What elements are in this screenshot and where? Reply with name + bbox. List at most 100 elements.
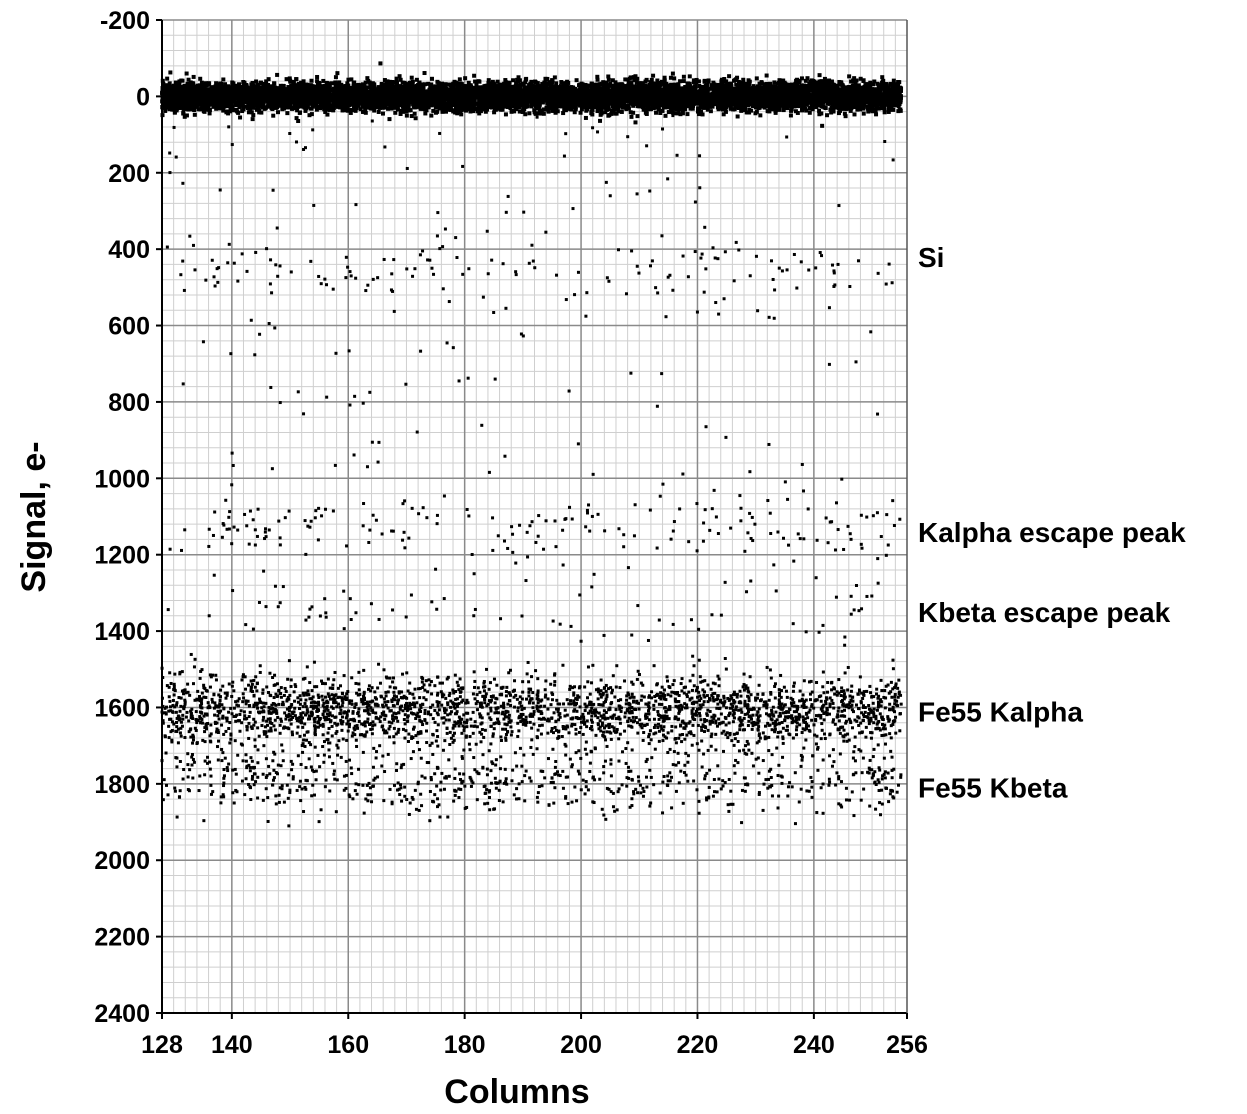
data-point (409, 75, 414, 80)
data-point (626, 81, 631, 86)
data-point (619, 109, 624, 114)
data-point (584, 105, 589, 110)
data-point (363, 110, 368, 115)
data-point (870, 103, 875, 108)
data-point (578, 110, 583, 115)
data-point (436, 81, 441, 86)
data-point (455, 87, 460, 92)
data-point (672, 111, 677, 116)
data-point (677, 107, 682, 112)
data-point (589, 81, 594, 86)
data-point (656, 105, 661, 110)
data-point (365, 76, 370, 81)
data-point (685, 112, 690, 117)
data-point (200, 104, 205, 109)
data-point (764, 73, 769, 78)
data-point (631, 110, 636, 115)
data-point (258, 81, 263, 86)
data-point (398, 111, 403, 116)
data-point (486, 78, 491, 83)
data-point (709, 83, 714, 88)
data-point (333, 75, 338, 80)
data-point (681, 79, 686, 84)
data-point (292, 83, 297, 88)
data-point (574, 78, 579, 83)
data-point (648, 80, 653, 85)
data-point (492, 110, 497, 115)
data-point (386, 106, 391, 111)
data-point (291, 79, 296, 84)
data-point (275, 72, 280, 77)
data-point (623, 77, 628, 82)
data-point (753, 105, 758, 110)
data-point (875, 81, 880, 86)
data-point (164, 105, 169, 110)
data-point (241, 107, 246, 112)
data-point (672, 76, 677, 81)
data-point (723, 109, 728, 114)
data-point (767, 109, 772, 114)
data-point (829, 90, 834, 95)
data-point (868, 80, 873, 85)
data-point (380, 105, 385, 110)
data-point (517, 78, 522, 83)
data-point (694, 80, 699, 85)
data-point (815, 103, 820, 108)
data-point (433, 105, 438, 110)
data-point (322, 105, 327, 110)
data-point (629, 114, 634, 119)
data-point (644, 111, 649, 116)
data-point (230, 104, 235, 109)
data-point (825, 113, 830, 118)
data-point (817, 108, 822, 113)
data-point (414, 77, 419, 82)
data-point (323, 109, 328, 114)
data-point (533, 84, 538, 89)
data-point (634, 80, 639, 85)
data-point (349, 77, 354, 82)
data-point (231, 81, 236, 86)
data-point (348, 110, 353, 115)
minor-grid (161, 19, 908, 1014)
data-point (842, 111, 847, 116)
data-point (632, 84, 637, 89)
data-point (294, 77, 299, 82)
data-point (614, 111, 619, 116)
data-point (163, 108, 168, 113)
data-point (583, 115, 588, 120)
data-point (341, 84, 346, 89)
data-point (788, 113, 793, 118)
data-point (891, 78, 896, 83)
data-point (848, 108, 853, 113)
data-point (266, 104, 271, 109)
data-point (238, 115, 243, 120)
data-point (741, 77, 746, 82)
data-point (335, 71, 340, 76)
data-point (805, 76, 810, 81)
data-point (758, 113, 763, 118)
data-point (412, 111, 417, 116)
data-point (589, 111, 594, 116)
data-point (393, 110, 398, 115)
data-point (670, 71, 675, 76)
data-point (477, 111, 482, 116)
data-point (872, 79, 877, 84)
data-point (186, 77, 191, 82)
data-point (505, 105, 510, 110)
data-point (861, 106, 866, 111)
data-point (349, 108, 354, 113)
data-point (598, 118, 603, 123)
data-point (633, 120, 638, 125)
data-point (392, 104, 397, 109)
data-point (708, 109, 713, 114)
data-point (161, 81, 166, 86)
data-point (395, 104, 400, 109)
data-point (879, 106, 884, 111)
data-point (399, 108, 404, 113)
data-point (285, 111, 290, 116)
data-point (516, 75, 521, 80)
data-point (552, 75, 557, 80)
data-point (372, 84, 377, 89)
data-point (503, 112, 508, 117)
